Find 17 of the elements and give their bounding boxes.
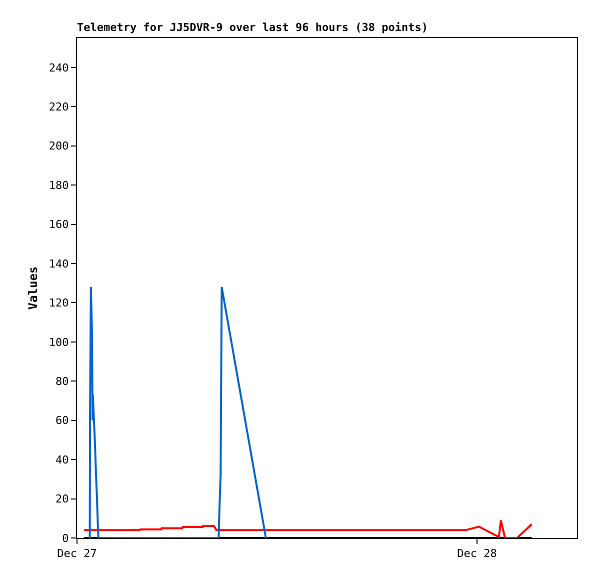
y-tick-label: 20 [56, 492, 69, 506]
y-tick-label: 220 [48, 100, 69, 114]
chart-title: Telemetry for JJ5DVR-9 over last 96 hours (38 points) [77, 21, 428, 34]
y-tick-label: 40 [56, 453, 69, 466]
y-axis-title: Values [26, 266, 40, 310]
y-tick-label: 60 [56, 414, 69, 428]
y-tick-label: 140 [48, 257, 69, 270]
x-tick-label: Dec 27 [57, 547, 97, 560]
y-tick-label: 200 [48, 140, 69, 153]
x-tick-label: Dec 28 [457, 547, 497, 560]
y-tick-label: 0 [62, 532, 69, 545]
y-tick-label: 80 [56, 374, 69, 388]
y-tick-label: 240 [48, 61, 69, 74]
y-tick-label: 100 [48, 336, 69, 349]
y-tick-label: 180 [48, 178, 69, 192]
y-tick-label: 160 [48, 218, 69, 232]
y-tick-label: 120 [48, 296, 69, 310]
